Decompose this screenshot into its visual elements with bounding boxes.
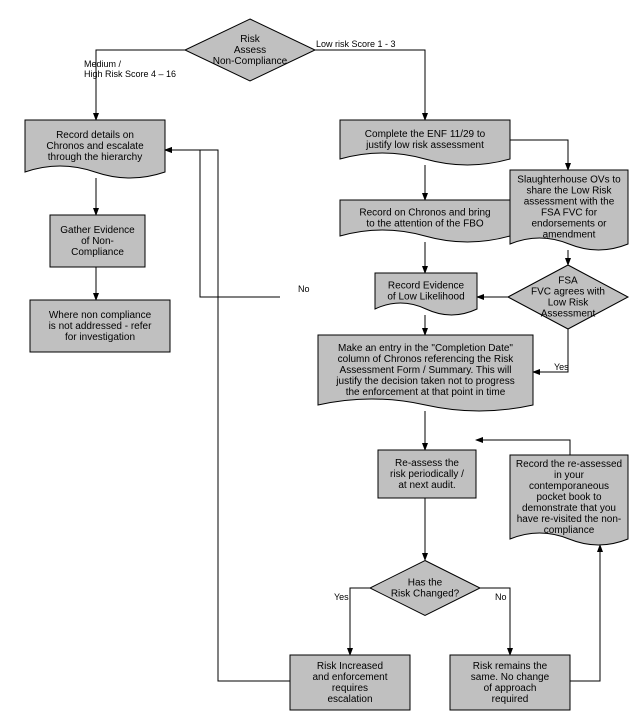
- flowchart: Medium /High Risk Score 4 – 16 Low risk S…: [0, 0, 633, 719]
- edge-label: High Risk Score 4 – 16: [84, 69, 176, 79]
- node-label: Assess: [234, 45, 266, 56]
- edge-label: Yes: [554, 362, 569, 372]
- node-label: Risk Increased: [317, 661, 383, 672]
- node-label: Complete the ENF 11/29 to: [365, 129, 486, 140]
- node-label: requires: [332, 683, 368, 694]
- edge-label: No: [298, 284, 310, 294]
- node-label: of Low Likelihood: [387, 292, 464, 303]
- node-label: Has the: [408, 578, 443, 589]
- node-label: and enforcement: [312, 672, 387, 683]
- node-label: Assessment Form / Summary. This will: [340, 365, 512, 376]
- node-label: the enforcement at that point in time: [346, 387, 506, 398]
- node-label: FSA FVC for: [541, 208, 598, 219]
- edge: [165, 150, 280, 297]
- node-label: FVC agrees with: [531, 287, 605, 298]
- edge: [476, 440, 570, 455]
- node-label: Record on Chronos and bring: [359, 208, 490, 219]
- node-label: pocket book to: [536, 492, 601, 503]
- node-label: compliance: [544, 525, 595, 536]
- edge-label: No: [495, 592, 507, 602]
- node-label: endorsements or: [531, 219, 607, 230]
- node-label: Record Evidence: [388, 281, 465, 292]
- edge: [165, 150, 290, 681]
- node-label: risk periodically /: [390, 469, 464, 480]
- node-label: is not addressed - refer: [49, 321, 152, 332]
- node-label: same. No change: [471, 672, 550, 683]
- node-label: Low Risk: [548, 298, 590, 309]
- node-label: Slaughterhouse OVs to: [517, 175, 621, 186]
- node-label: Re-assess the: [395, 458, 459, 469]
- node-label: Risk: [240, 34, 260, 45]
- node-label: of Non-: [81, 236, 114, 247]
- node-label: Chronos and escalate: [46, 141, 144, 152]
- node-label: to the attention of the FBO: [366, 219, 484, 230]
- node-label: escalation: [327, 694, 372, 705]
- node-label: required: [492, 694, 529, 705]
- node-label: share the Low Risk: [526, 186, 612, 197]
- node-label: Non-Compliance: [213, 56, 288, 67]
- node-label: Record details on: [56, 130, 134, 141]
- edge-label: Medium /: [84, 59, 122, 69]
- node-label: FSA: [558, 276, 578, 287]
- edge: [510, 140, 568, 170]
- node-label: for investigation: [65, 332, 135, 343]
- node-label: have re-visited the non-: [517, 514, 622, 525]
- node-label: Gather Evidence: [60, 225, 135, 236]
- node-label: justify the decision taken not to progre…: [335, 376, 514, 387]
- node-label: of approach: [484, 683, 537, 694]
- node-label: justify low risk assessment: [365, 140, 484, 151]
- node-label: demonstrate that you: [522, 503, 616, 514]
- edge: [350, 588, 370, 655]
- node-label: through the hierarchy: [48, 152, 143, 163]
- node-label: Assessment: [541, 309, 596, 320]
- edge-label: Low risk Score 1 - 3: [316, 39, 396, 49]
- node-label: Compliance: [71, 247, 124, 258]
- node-label: Risk remains the: [473, 661, 548, 672]
- node-label: in your: [554, 470, 585, 481]
- edge: [315, 50, 425, 120]
- node-label: column of Chronos referencing the Risk: [338, 354, 515, 365]
- node-label: Make an entry in the "Completion Date": [338, 343, 513, 354]
- node-label: Risk Changed?: [391, 589, 460, 600]
- node-label: at next audit.: [398, 480, 455, 491]
- node-label: assessment with the: [524, 197, 615, 208]
- edge: [570, 545, 600, 681]
- node-label: amendment: [543, 230, 596, 241]
- node-label: Where non compliance: [49, 310, 152, 321]
- edge-label: Yes: [334, 592, 349, 602]
- node-label: contemporaneous: [529, 481, 609, 492]
- node-label: Record the re-assessed: [516, 459, 622, 470]
